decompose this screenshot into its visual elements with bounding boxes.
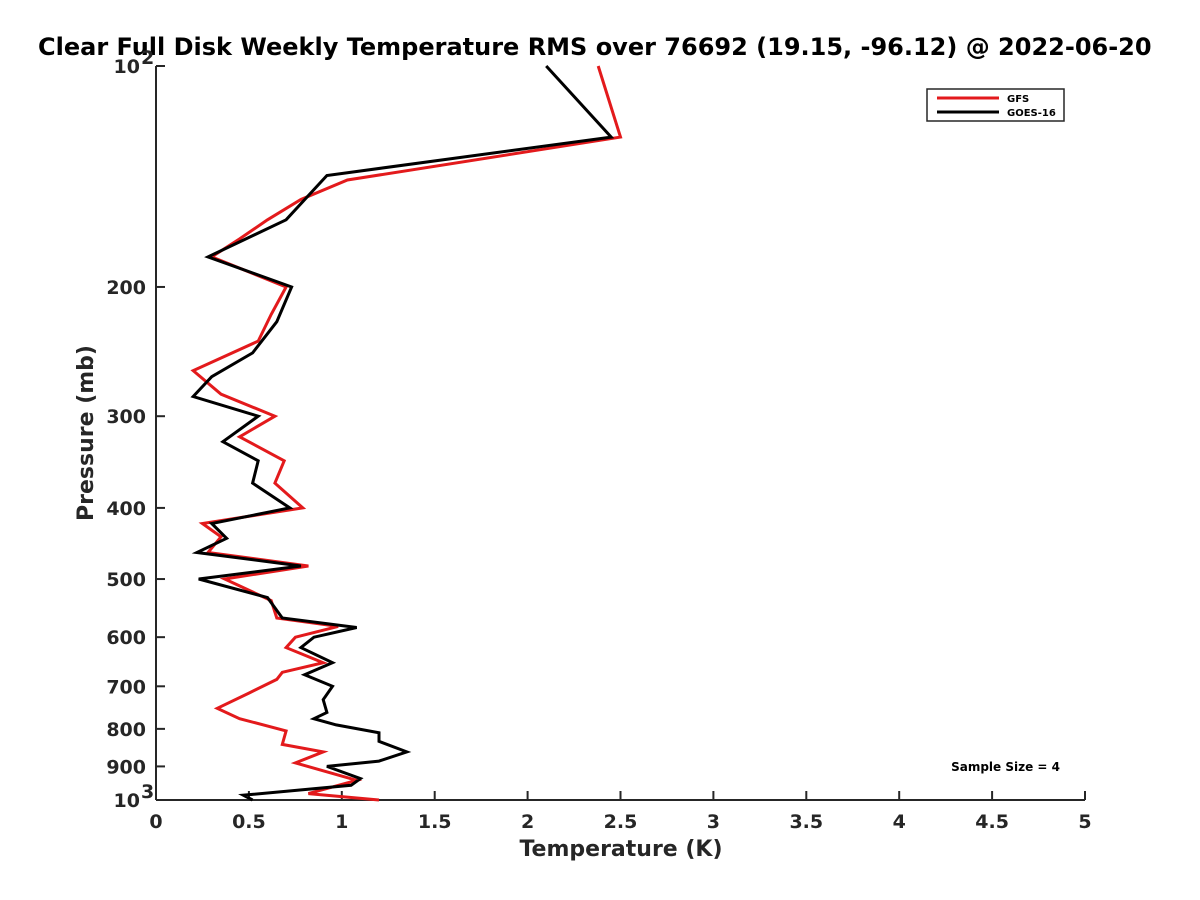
x-tick-label: 3.5 (789, 811, 823, 833)
series-goes-16 (190, 64, 615, 802)
y-tick-label: 700 (106, 676, 146, 698)
series-line (190, 65, 623, 802)
legend: GFS GOES-16 (926, 88, 1065, 122)
sample-size-annotation: Sample Size = 4 (951, 760, 1060, 774)
x-tick-label: 4.5 (975, 811, 1009, 833)
y-tick-label: 600 (106, 627, 146, 649)
x-tick-label: 4 (893, 811, 906, 833)
x-tick-label: 0 (149, 811, 162, 833)
x-tick-label: 2.5 (604, 811, 638, 833)
x-tick-label: 5 (1078, 811, 1091, 833)
x-tick-label: 1 (335, 811, 348, 833)
x-tick-label: 1.5 (418, 811, 452, 833)
x-tick-label: 0.5 (232, 811, 266, 833)
y-tick-label: 10 (114, 56, 140, 78)
legend-entry: GFS (1007, 94, 1029, 105)
series-gfs (190, 65, 623, 802)
y-tick-label: 900 (106, 756, 146, 778)
y-tick-label: 400 (106, 498, 146, 520)
legend-entry: GOES-16 (1007, 108, 1056, 119)
x-tick-label: 3 (707, 811, 720, 833)
chart-title: Clear Full Disk Weekly Temperature RMS o… (38, 33, 1152, 61)
y-tick-label: 800 (106, 719, 146, 741)
y-tick-label: 200 (106, 277, 146, 299)
y-tick-exponent: 3 (141, 781, 154, 803)
y-tick-label: 300 (106, 406, 146, 428)
axes: 0 0.5 1 1.5 2 2.5 3 3.5 4 4.5 510 22003004005006007… (106, 47, 1091, 833)
y-tick-label: 500 (106, 569, 146, 591)
y-axis-label: Pressure (mb) (74, 345, 99, 521)
legend-box (926, 88, 1065, 122)
x-tick-label: 2 (521, 811, 534, 833)
x-axis-label: Temperature (K) (519, 837, 722, 862)
series-layer (190, 64, 623, 802)
y-tick-exponent: 2 (141, 47, 154, 69)
series-line (190, 64, 615, 802)
y-tick-label: 10 (114, 790, 140, 812)
